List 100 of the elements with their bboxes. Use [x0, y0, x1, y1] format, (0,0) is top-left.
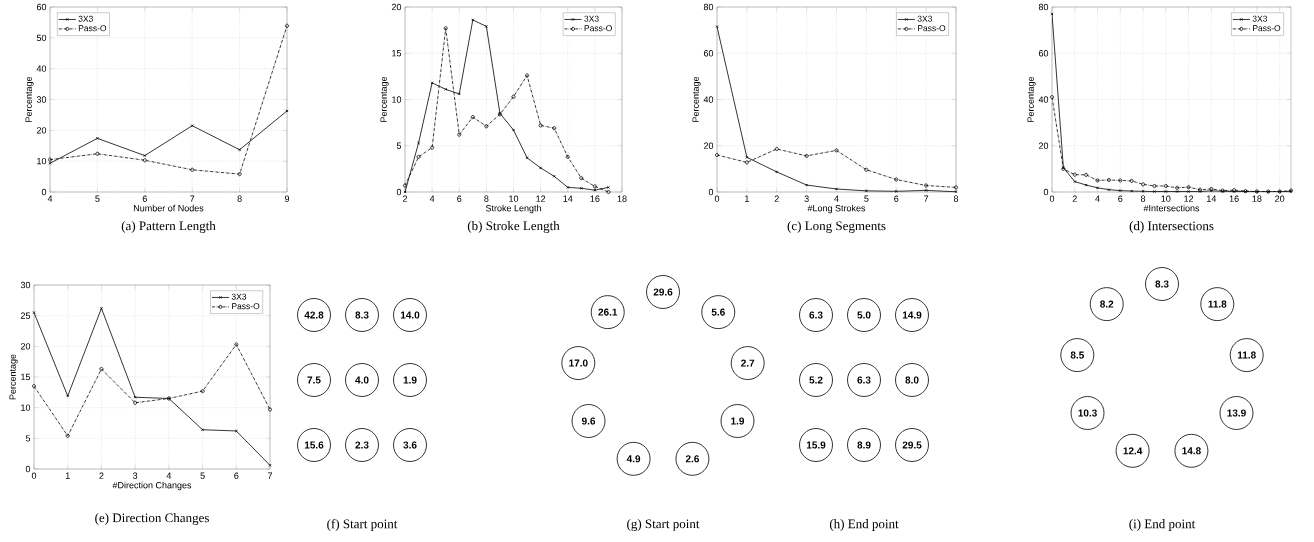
point — [894, 177, 899, 182]
point — [1163, 183, 1168, 188]
point — [471, 18, 475, 22]
legend-label: 3X3 — [917, 15, 933, 22]
text: 29.5 — [902, 441, 922, 449]
y-tick-label: 0 — [41, 188, 47, 196]
point — [484, 124, 489, 129]
y-tick-label: 60 — [1038, 50, 1049, 57]
x-tick-label: 18 — [617, 195, 627, 202]
point — [133, 395, 137, 399]
point — [552, 174, 556, 178]
x-tick-label: 14 — [563, 195, 573, 202]
point — [142, 158, 147, 163]
text: 4.9 — [626, 455, 641, 463]
point — [579, 186, 583, 190]
x-tick-label: 6 — [234, 472, 239, 479]
x-tick-label: 0 — [1049, 195, 1055, 202]
y-tick-label: 5 — [396, 142, 402, 149]
x-tick-label: 0 — [31, 472, 37, 479]
text: 13.9 — [1227, 409, 1246, 417]
point — [1175, 190, 1179, 194]
text: (f) Start point — [327, 519, 398, 531]
x-tick-label: 10 — [1161, 195, 1171, 202]
x-tick-label: 3 — [132, 472, 138, 479]
point — [864, 167, 869, 172]
y-tick-label: 20 — [703, 142, 714, 149]
x-tick-label: 6 — [142, 195, 147, 202]
y-tick-label: 40 — [703, 96, 714, 103]
point — [511, 94, 516, 99]
text: 15.6 — [304, 441, 324, 449]
point — [268, 407, 273, 412]
text: 1.9 — [403, 376, 417, 384]
text: (g) Start point — [627, 519, 700, 531]
x-tick-label: 8 — [237, 195, 242, 202]
x-tick-label: 8 — [953, 195, 959, 202]
y-axis-title: Percentage — [692, 76, 701, 122]
point — [565, 154, 570, 159]
y-tick-label: 20 — [391, 3, 402, 11]
point — [1130, 189, 1134, 193]
x-tick-label: 4 — [47, 195, 53, 202]
point — [1084, 172, 1089, 177]
text: 14.9 — [902, 311, 922, 319]
x-tick-label: 18 — [1252, 195, 1262, 202]
point — [470, 115, 475, 120]
point — [924, 183, 929, 188]
x-tick-label: 0 — [714, 195, 720, 202]
text: 10.3 — [1078, 409, 1097, 417]
y-tick-label: 10 — [37, 157, 47, 165]
text: 5.6 — [711, 308, 725, 316]
point — [566, 185, 570, 189]
point — [1073, 180, 1077, 184]
text: (i) End point — [1129, 519, 1196, 531]
point — [1187, 190, 1191, 194]
text: 8.5 — [1070, 351, 1084, 359]
legend-label: 3X3 — [584, 15, 599, 22]
text: 1.9 — [731, 417, 745, 425]
point — [606, 190, 611, 194]
legend-label: 3X3 — [78, 15, 93, 22]
x-axis-title: #Intersections — [1143, 204, 1200, 212]
x-tick-label: 8 — [1140, 195, 1146, 202]
point — [403, 183, 408, 188]
text: (d) Intersections — [1129, 221, 1214, 233]
point — [1050, 95, 1055, 100]
x-tick-label: 5 — [864, 195, 869, 202]
text: (e) Direction Changes — [95, 513, 209, 525]
x-tick-label: 12 — [1184, 195, 1194, 202]
point — [1129, 178, 1134, 183]
x-tick-label: 7 — [190, 195, 195, 202]
text: 11.8 — [1237, 351, 1256, 359]
y-tick-label: 80 — [1038, 3, 1049, 11]
y-axis-title: Percentage — [1027, 76, 1036, 122]
point — [1106, 177, 1111, 182]
y-tick-label: 10 — [392, 96, 402, 103]
point — [99, 367, 104, 372]
point — [1107, 188, 1111, 192]
x-tick-label: 2 — [402, 195, 408, 202]
x-tick-label: 4 — [1095, 195, 1100, 202]
x-tick-label: 9 — [284, 195, 290, 202]
text: 6.3 — [809, 311, 823, 319]
text: 12.4 — [1123, 447, 1143, 455]
x-tick-label: 12 — [536, 195, 546, 202]
text: 8.2 — [1100, 300, 1114, 308]
point — [95, 136, 99, 140]
legend-label: Pass-O — [584, 25, 612, 32]
y-axis-title: Percentage — [9, 354, 18, 400]
point — [95, 151, 100, 156]
text: 42.8 — [304, 311, 324, 319]
x-axis-title: #Long Strokes — [807, 204, 866, 214]
y-tick-label: 30 — [36, 96, 47, 103]
x-tick-label: 4 — [166, 472, 172, 479]
point — [99, 306, 103, 310]
point — [593, 188, 597, 192]
y-tick-label: 50 — [36, 34, 47, 42]
text: 2.6 — [685, 455, 700, 463]
point — [1152, 183, 1157, 188]
point — [1141, 182, 1146, 187]
x-tick-label: 6 — [894, 195, 899, 202]
point — [744, 160, 749, 165]
text: 3.6 — [403, 441, 417, 449]
point — [143, 154, 147, 158]
